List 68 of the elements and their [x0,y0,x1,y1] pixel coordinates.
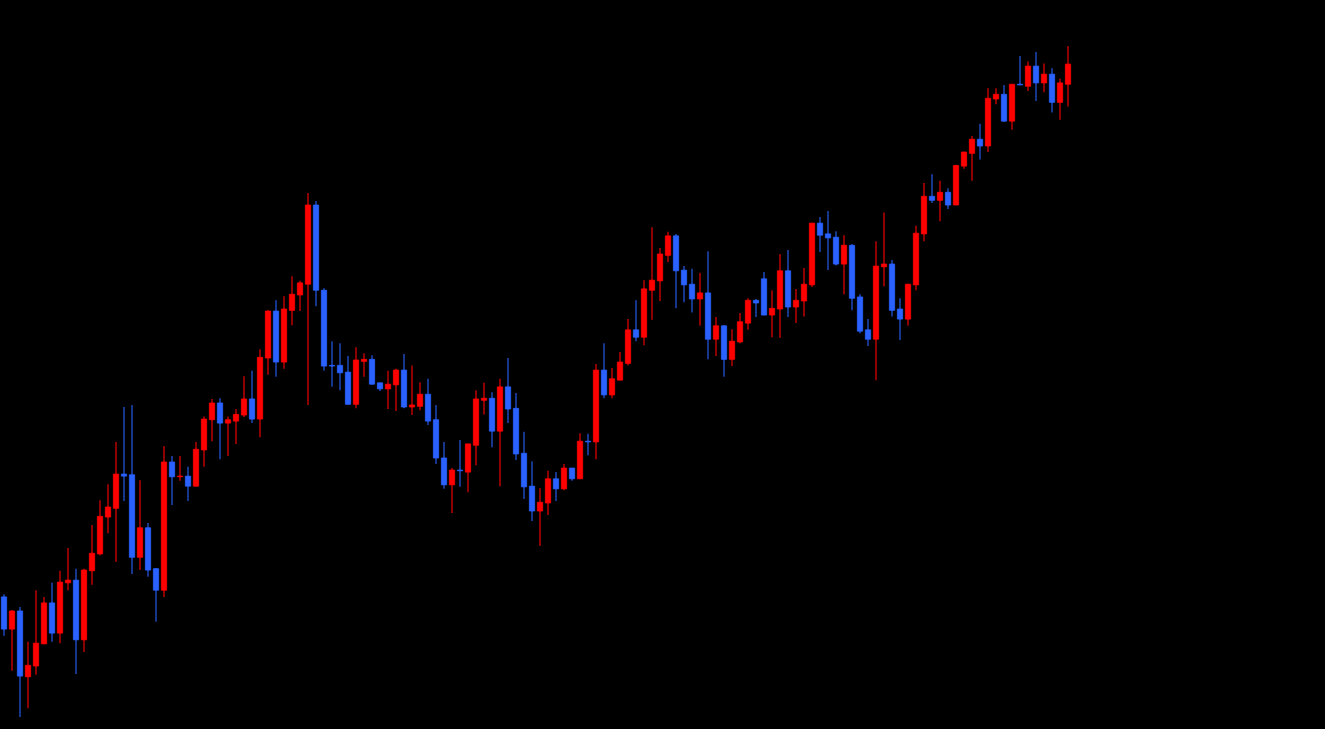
candlestick [992,87,1000,105]
candlestick [208,398,216,442]
candlestick [648,226,656,321]
candlestick [552,471,560,502]
candlestick [456,439,464,488]
candlestick [1032,51,1040,102]
candlestick [728,328,736,367]
candlestick [360,352,368,378]
candlestick [504,357,512,424]
candlestick [632,299,640,342]
candlestick [680,265,688,303]
candlestick [1016,55,1024,86]
candlestick [88,524,96,586]
candlestick [864,318,872,347]
candlestick [976,123,984,160]
candlestick [288,275,296,326]
candlestick [944,187,952,210]
candlestick [168,455,176,506]
candlestick [696,272,704,327]
candlestick [1024,60,1032,92]
candlestick [392,368,400,412]
candlestick [216,397,224,460]
candlestick [176,455,184,482]
candlestick [8,609,16,672]
candlestick [792,288,800,324]
candlestick [32,589,40,676]
candlestick [800,267,808,317]
candlestick [736,312,744,344]
candlestick [744,297,752,331]
candlestick [120,406,128,502]
candlestick [1056,78,1064,121]
candlestick [224,415,232,457]
candlestick [816,216,824,253]
candlestick [752,298,760,318]
candlestick [536,487,544,547]
candlestick [384,370,392,410]
candlestick [448,467,456,514]
candlestick [968,135,976,182]
candlestick [104,483,112,534]
candlestick [328,340,336,388]
candlestick [616,351,624,381]
candlestick [608,367,616,399]
candlestick [64,547,72,591]
candlestick [768,289,776,338]
candlestick [336,342,344,391]
candlestick [296,280,304,312]
candlestick [664,231,672,263]
candlestick [928,173,936,204]
candlestick [1040,62,1048,93]
candlestick [824,210,832,271]
candlestick [416,381,424,411]
candlestick [248,370,256,424]
candlestick [232,408,240,445]
candlestick [584,433,592,456]
candlestick [936,180,944,222]
candlestick [24,641,32,709]
candlestick [840,234,848,295]
candlestick [152,567,160,623]
candlestick [560,463,568,491]
candlestick [896,297,904,341]
candlestick [184,466,192,502]
candlestick [712,316,720,357]
candlestick [240,375,248,418]
candlestick [480,382,488,415]
candlestick [880,211,888,287]
candlestick [688,268,696,313]
candlestick [408,364,416,416]
candlestick [1064,45,1072,107]
